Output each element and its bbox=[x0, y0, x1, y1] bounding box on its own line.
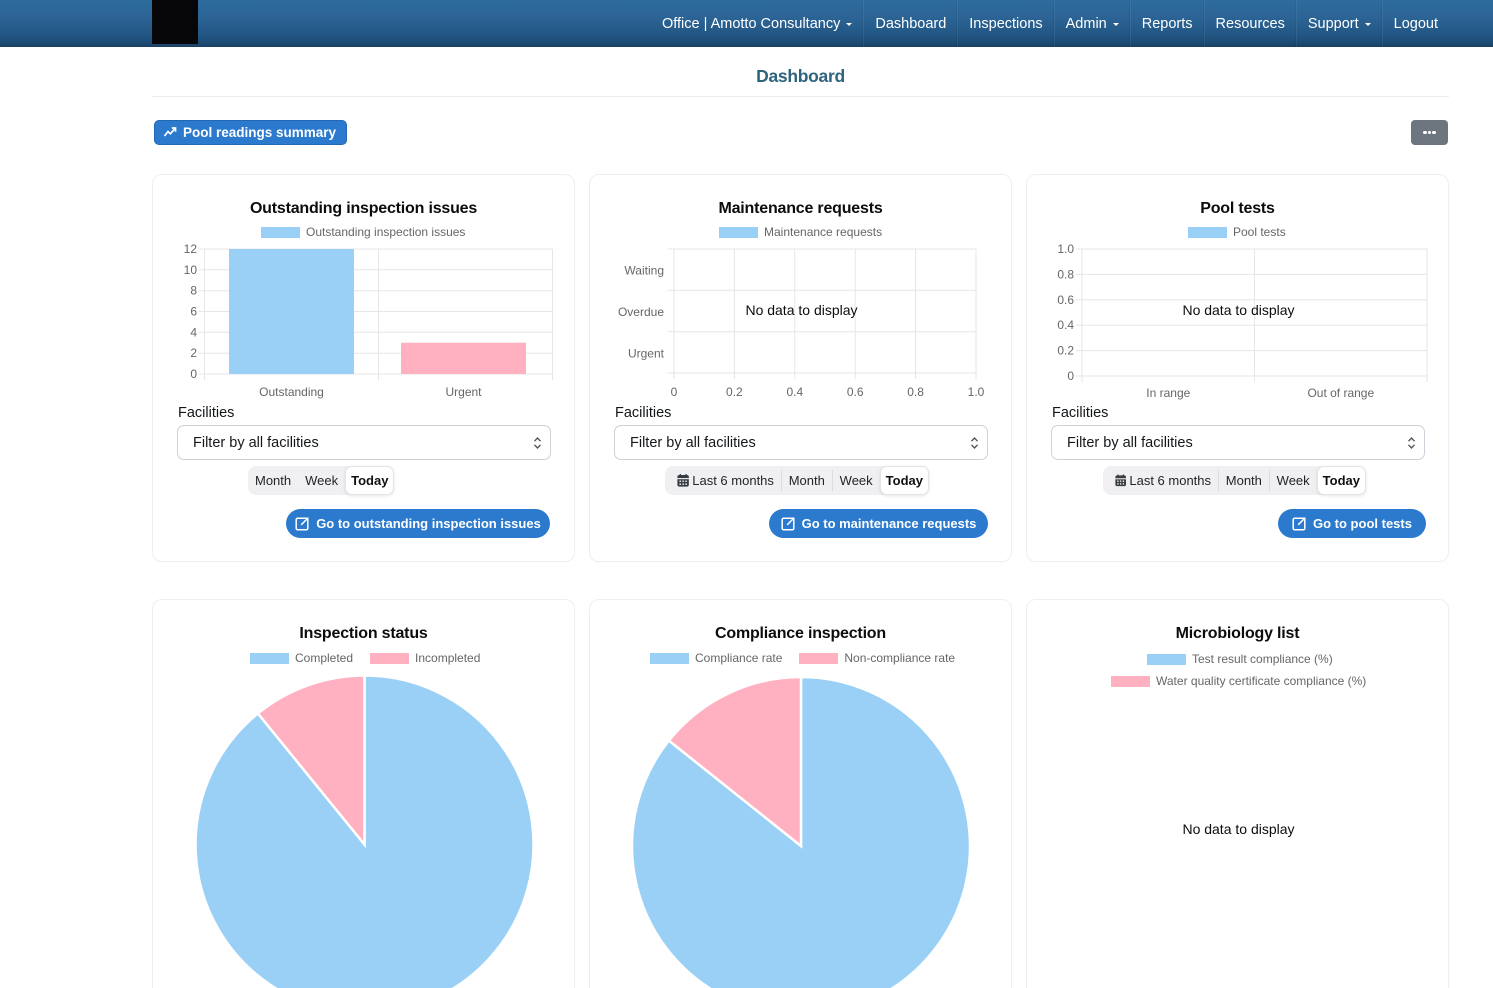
svg-text:2: 2 bbox=[190, 346, 197, 360]
svg-text:Urgent: Urgent bbox=[628, 346, 665, 360]
svg-text:10: 10 bbox=[184, 263, 198, 277]
svg-text:0.8: 0.8 bbox=[1057, 267, 1074, 281]
svg-text:In range: In range bbox=[1146, 386, 1190, 400]
svg-text:0.6: 0.6 bbox=[847, 385, 864, 399]
svg-text:0.2: 0.2 bbox=[1057, 344, 1074, 358]
svg-text:4: 4 bbox=[190, 325, 197, 339]
svg-text:Out of range: Out of range bbox=[1307, 386, 1374, 400]
svg-text:Waiting: Waiting bbox=[624, 264, 664, 278]
svg-text:0: 0 bbox=[1067, 369, 1074, 383]
svg-text:Urgent: Urgent bbox=[445, 385, 482, 399]
svg-text:0.8: 0.8 bbox=[907, 385, 924, 399]
svg-text:6: 6 bbox=[190, 305, 197, 319]
svg-text:0.2: 0.2 bbox=[726, 385, 743, 399]
svg-text:0.4: 0.4 bbox=[786, 385, 803, 399]
svg-text:1.0: 1.0 bbox=[1057, 242, 1074, 256]
svg-text:0: 0 bbox=[671, 385, 678, 399]
svg-text:0: 0 bbox=[190, 367, 197, 381]
svg-text:0.4: 0.4 bbox=[1057, 318, 1074, 332]
svg-text:Outstanding: Outstanding bbox=[259, 385, 324, 399]
svg-text:0.6: 0.6 bbox=[1057, 293, 1074, 307]
svg-text:1.0: 1.0 bbox=[968, 385, 985, 399]
svg-text:8: 8 bbox=[190, 284, 197, 298]
svg-text:Overdue: Overdue bbox=[618, 305, 664, 319]
svg-text:12: 12 bbox=[184, 242, 198, 256]
